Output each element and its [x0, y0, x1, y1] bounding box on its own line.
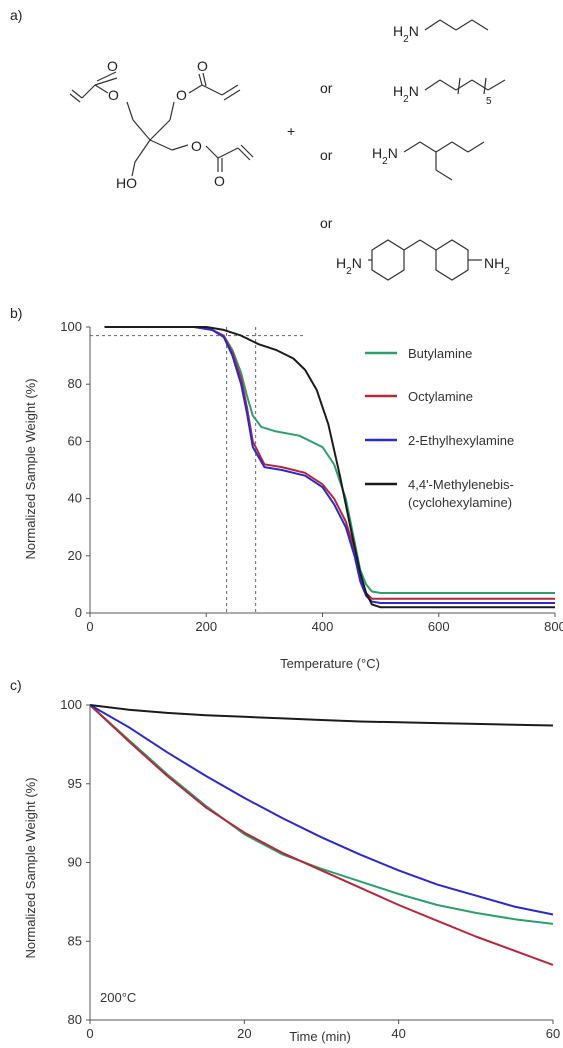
diamine-left-nh2: H2N: [336, 255, 362, 277]
diamine-right-nh2: NH2: [484, 255, 510, 277]
legend-label: (cyclohexylamine): [408, 495, 512, 510]
tga-y-axis-label: Normalized Sample Weight (%): [23, 378, 38, 559]
y-tick-label: 20: [68, 548, 82, 563]
plus-sign: +: [287, 123, 295, 139]
series-line-butylamine: [104, 326, 555, 594]
or-label-2: or: [320, 147, 333, 163]
ethylhexylamine-nh2: H2N: [372, 145, 398, 167]
temperature-annotation: 200°C: [100, 990, 136, 1005]
tga-chart: 0 200 400 600 800 0 20 40 60 80 100 Butylamine Octy…: [23, 319, 563, 671]
isothermal-x-axis-label: Time (min): [289, 1029, 351, 1044]
butylamine-nh2: H2N: [393, 23, 419, 45]
carbonyl-oxygen-2: O: [197, 58, 208, 74]
y-tick-label: 100: [60, 319, 82, 334]
or-label-1: or: [320, 80, 333, 96]
panel-label-c: c): [10, 677, 22, 693]
legend-label: 2-Ethylhexylamine: [408, 433, 514, 448]
isothermal-chart: 0 20 40 60 80 85 90 95 100 200°C Time (min) Norm…: [23, 697, 560, 1044]
octylamine-repeat-count: 5: [486, 96, 492, 107]
series-line-octylamine: [104, 326, 555, 600]
triacrylate-structure: HO O O O O O O: [69, 58, 254, 191]
y-tick-label: 80: [68, 1012, 82, 1027]
carbonyl-oxygen-1: O: [107, 58, 118, 74]
octylamine-nh2: H2N: [393, 83, 419, 105]
series-line-2-ethylhexylamine: [89, 704, 554, 916]
octylamine-structure: H2N 5: [393, 77, 506, 107]
x-tick-label: 200: [195, 619, 217, 634]
y-tick-label: 60: [68, 433, 82, 448]
panel-label-b: b): [10, 305, 22, 321]
y-tick-label: 40: [68, 491, 82, 506]
legend-label: 4,4'-Methylenebis-: [408, 477, 514, 492]
tga-x-axis-label: Temperature (°C): [280, 656, 380, 671]
series-line-4-4-methylenebis-cyclohexylamine: [89, 704, 554, 727]
ethylhexylamine-structure: H2N: [372, 141, 485, 181]
carbonyl-oxygen-3: O: [214, 173, 225, 189]
ester-oxygen-2: O: [176, 87, 187, 103]
y-tick-label: 90: [68, 855, 82, 870]
legend-label: Octylamine: [408, 389, 473, 404]
series-line-4-4-methylenebis-cyclohexylamine: [104, 326, 555, 609]
y-tick-label: 0: [75, 605, 82, 620]
ester-oxygen-1: O: [108, 87, 119, 103]
x-tick-label: 600: [428, 619, 450, 634]
methylenebis-cyclohexylamine-structure: H2N NH2: [336, 239, 510, 281]
series-line-octylamine: [89, 704, 554, 966]
x-tick-label: 800: [544, 619, 563, 634]
x-tick-label: 0: [86, 1026, 93, 1041]
series-line-2-ethylhexylamine: [104, 326, 555, 604]
y-tick-label: 80: [68, 376, 82, 391]
y-tick-label: 85: [68, 933, 82, 948]
y-tick-label: 95: [68, 776, 82, 791]
x-tick-label: 40: [391, 1026, 405, 1041]
legend-label: Butylamine: [408, 346, 472, 361]
x-tick-label: 60: [546, 1026, 560, 1041]
or-label-3: or: [320, 215, 333, 231]
x-tick-label: 0: [86, 619, 93, 634]
hydroxyl-label: HO: [116, 175, 137, 191]
tga-legend: Butylamine Octylamine 2-Ethylhexylamine 4,4…: [365, 346, 514, 510]
butylamine-structure: H2N: [393, 19, 489, 45]
x-tick-label: 20: [237, 1026, 251, 1041]
isothermal-y-axis-label: Normalized Sample Weight (%): [23, 777, 38, 958]
series-line-butylamine: [89, 704, 554, 925]
ester-oxygen-3: O: [191, 138, 202, 154]
x-tick-label: 400: [312, 619, 334, 634]
panel-label-a: a): [10, 7, 22, 23]
y-tick-label: 100: [60, 697, 82, 712]
